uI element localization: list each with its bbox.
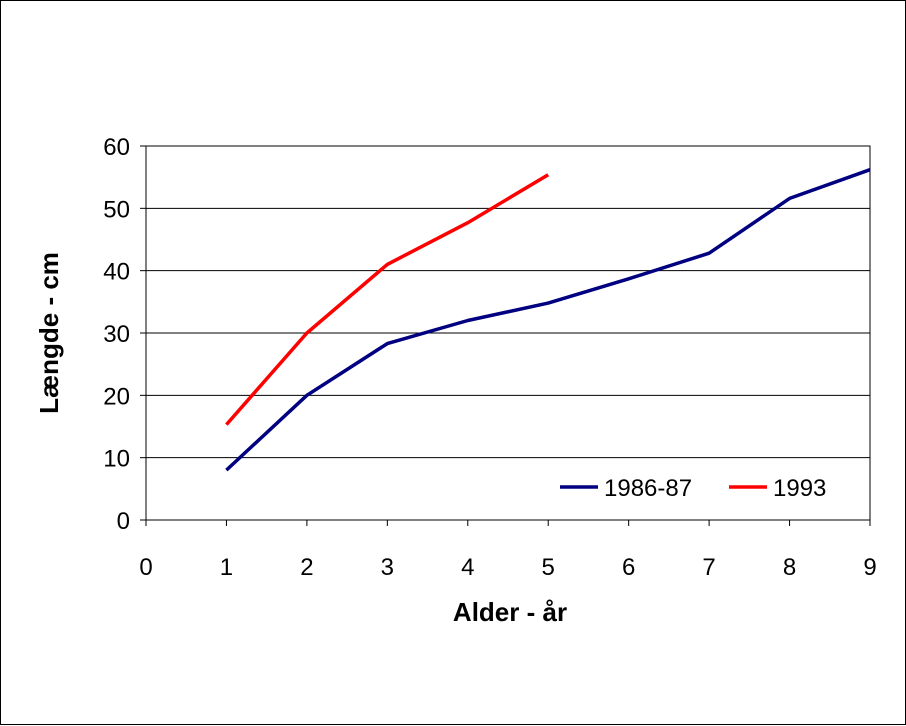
x-tick-label: 0	[139, 554, 152, 581]
y-tick-label: 60	[103, 134, 130, 161]
legend-label: 1986-87	[604, 475, 692, 502]
x-tick-label: 6	[622, 554, 635, 581]
x-tick-label: 1	[220, 554, 233, 581]
x-tick-label: 7	[702, 554, 715, 581]
y-tick-label: 20	[103, 383, 130, 410]
x-axis-title: Alder - år	[453, 597, 567, 627]
y-tick-label: 0	[117, 508, 130, 535]
y-axis-title: Længde - cm	[34, 252, 64, 414]
y-tick-label: 10	[103, 446, 130, 473]
x-tick-label: 8	[783, 554, 796, 581]
y-tick-label: 40	[103, 259, 130, 286]
axes: 0 10 20 30 40 50 60 0 1 2 3 4 5 6 7 8 9	[103, 134, 876, 581]
legend-label: 1993	[773, 475, 826, 502]
x-tick-label: 4	[461, 554, 474, 581]
x-tick-label: 9	[863, 554, 876, 581]
gridlines	[146, 207, 870, 459]
legend: 1986-87 1993	[560, 475, 826, 502]
y-tick-label: 50	[103, 196, 130, 223]
series-line-1993	[225, 173, 550, 426]
series-lines	[225, 168, 871, 472]
x-tick-label: 3	[381, 554, 394, 581]
x-tick-label: 5	[542, 554, 555, 581]
x-tick-label: 2	[300, 554, 313, 581]
y-tick-label: 30	[103, 321, 130, 348]
series-line-1986-87	[225, 168, 871, 472]
